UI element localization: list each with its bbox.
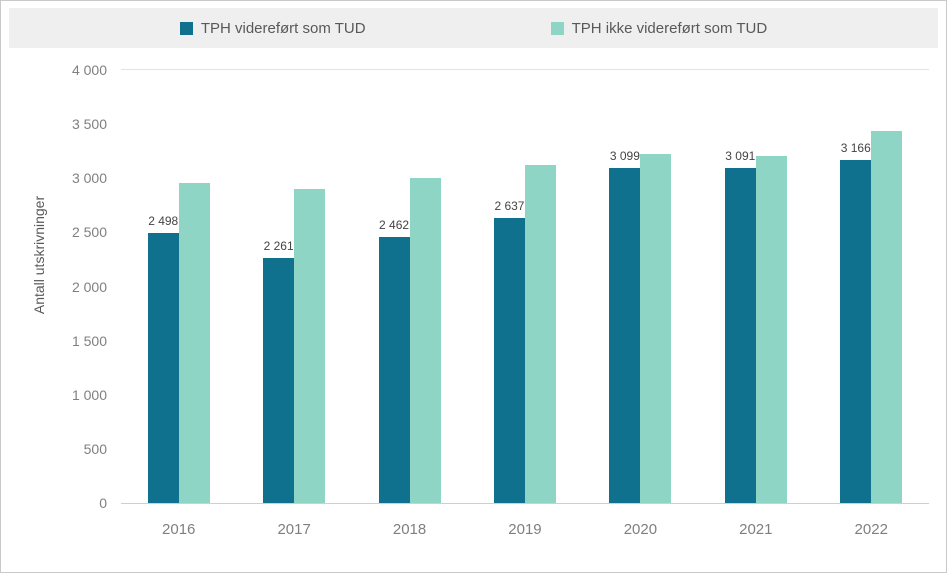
x-axis-label-2020: 2020	[623, 521, 658, 538]
x-axis-label-2022: 2022	[854, 521, 888, 538]
bar-tud-videreført-2016: 2 498	[147, 214, 179, 503]
bar-tud-ikke-videreført-2017	[294, 189, 326, 503]
bar-value-label: 3 099	[609, 148, 640, 163]
x-axis-label-2019: 2019	[508, 521, 542, 538]
legend-label-series-1: TPH videreført som TUD	[200, 19, 366, 37]
y-tick-label: 3 500	[71, 116, 107, 133]
bar-group-2022: 3 166	[814, 70, 929, 503]
bar-group-2017: 2 261	[236, 70, 351, 503]
bar-group-2016: 2 498	[121, 70, 236, 503]
bar-tud-videreført-2018: 2 462	[378, 218, 410, 503]
bar-value-label: 3 166	[840, 141, 871, 156]
legend-item-tph-videreført: TPH videreført som TUD	[179, 19, 366, 37]
bar-group-2021: 3 091	[698, 70, 813, 503]
bar-tud-ikke-videreført-2021	[755, 156, 787, 503]
x-axis-labels: 2016 2017 2018 2019 2020 2021 2022	[121, 521, 929, 538]
bar-value-label: 2 498	[148, 213, 179, 228]
bar-value-label: 2 462	[379, 217, 410, 232]
bar-group-2019: 2 637	[467, 70, 582, 503]
x-axis-label-2016: 2016	[162, 521, 196, 538]
y-tick-label: 0	[99, 495, 107, 511]
bar-value-label: 3 091	[725, 149, 756, 164]
y-tick-label: 500	[83, 440, 107, 457]
y-tick-label: 1 000	[71, 386, 107, 403]
bar-group-2018: 2 462	[352, 70, 467, 503]
y-tick-label: 4 000	[71, 62, 107, 78]
y-tick-label: 1 500	[71, 332, 107, 349]
bar-tud-ikke-videreført-2022	[871, 130, 903, 503]
bar-tud-ikke-videreført-2020	[640, 153, 672, 503]
y-tick-label: 3 000	[71, 170, 107, 187]
x-axis-label-2018: 2018	[392, 521, 427, 538]
legend-swatch-light-teal	[550, 21, 564, 35]
bar-tud-videreført-2019: 2 637	[493, 199, 525, 503]
x-axis-label-2021: 2021	[739, 521, 773, 538]
bar-tud-videreført-2020: 3 099	[609, 149, 641, 503]
bar-tud-videreført-2022: 3 166	[840, 141, 872, 503]
bar-value-label: 2 261	[263, 239, 294, 254]
legend-item-tph-ikke-videreført: TPH ikke videreført som TUD	[550, 19, 768, 37]
bar-value-label: 2 637	[494, 198, 525, 213]
chart-legend: TPH videreført som TUD TPH ikke viderefø…	[9, 8, 938, 48]
y-tick-label: 2 000	[71, 278, 107, 295]
bar-tud-ikke-videreført-2018	[409, 178, 441, 503]
legend-label-series-2: TPH ikke videreført som TUD	[571, 19, 768, 37]
plot-area: 0 500 1 000 1 500 2 000 2 500 3 000 3 500 4 000 …	[72, 63, 929, 510]
bar-tud-videreført-2021: 3 091	[724, 149, 756, 503]
bar-tud-ikke-videreført-2016	[178, 182, 210, 503]
x-axis-label-2017: 2017	[277, 521, 311, 538]
bars-container: 2 498 2 261 2 462 2 637 3 099 3 091 3 166	[121, 70, 929, 503]
bar-group-2020: 3 099	[583, 70, 698, 503]
legend-swatch-dark-teal	[179, 21, 193, 35]
bar-tud-ikke-videreført-2019	[524, 165, 556, 503]
y-tick-label: 2 500	[71, 224, 107, 241]
bar-tud-videreført-2017: 2 261	[263, 239, 295, 503]
y-axis-ticks: 0 500 1 000 1 500 2 000 2 500 3 000 3 500 4 000	[41, 63, 107, 510]
